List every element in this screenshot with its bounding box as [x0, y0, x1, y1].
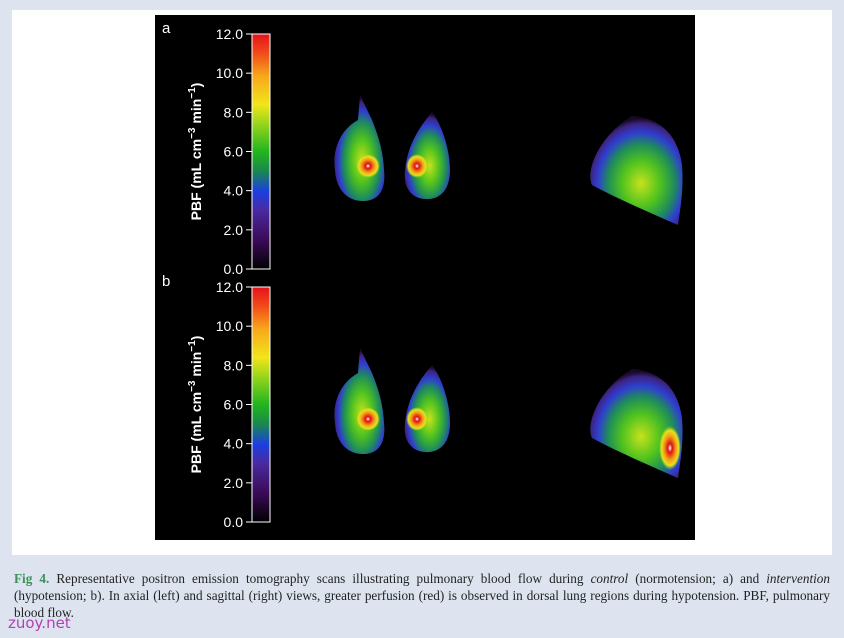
- caption-text: (hypotension; b). In axial (left) and sa…: [14, 588, 830, 620]
- label-text: PBF (mL cm: [188, 139, 204, 220]
- label-text: ): [188, 83, 204, 88]
- perfusion-hotspot: [406, 154, 428, 178]
- image-bg: [155, 15, 695, 540]
- colorbar-tick-label: 6.0: [224, 144, 244, 160]
- colorbar-tick-label: 4.0: [224, 436, 244, 452]
- label-sup: −1: [187, 340, 198, 352]
- colorbar-tick-label: 8.0: [224, 357, 244, 373]
- colorbar-tick-label: 8.0: [224, 104, 244, 120]
- label-sup: −3: [187, 380, 198, 392]
- colorbar-label: PBF (mL cm−3 min−1): [187, 336, 204, 474]
- colorbar: [251, 286, 271, 523]
- label-sup: −1: [187, 87, 198, 99]
- panel: b 12.0 10.0 8.0 6.0 4.0 2.0 0.0 PBF (mL cm−3 min…: [162, 273, 683, 530]
- label-text: ): [188, 336, 204, 341]
- colorbar-tick-label: 10.0: [216, 65, 243, 81]
- colorbar-tick-label: 4.0: [224, 183, 244, 199]
- caption: Fig 4. Representative positron emission …: [14, 570, 830, 621]
- colorbar-tick-label: 12.0: [216, 279, 243, 295]
- panel-label: a: [162, 20, 171, 37]
- panel: a 12.0 10.0 8.0 6.0 4.0 2.0 0.0 PBF (mL cm−3 min…: [162, 20, 683, 277]
- colorbar-tick-label: 10.0: [216, 318, 243, 334]
- caption-emphasis: intervention: [766, 571, 830, 586]
- panel-label: b: [162, 273, 170, 290]
- label-text: min: [188, 352, 204, 381]
- label-text: min: [188, 99, 204, 128]
- caption-lead: Fig 4.: [14, 571, 50, 586]
- colorbar-tick-label: 2.0: [224, 222, 244, 238]
- colorbar-tick-label: 0.0: [224, 261, 244, 277]
- colorbar-tick-label: 2.0: [224, 475, 244, 491]
- colorbar-tick-label: 12.0: [216, 26, 243, 42]
- caption-text: Representative positron emission tomogra…: [49, 571, 591, 586]
- lung-scan: [590, 116, 683, 225]
- label-text: PBF (mL cm: [188, 392, 204, 473]
- perfusion-hotspot: [406, 407, 428, 431]
- colorbar-label: PBF (mL cm−3 min−1): [187, 83, 204, 221]
- colorbar-tick-label: 6.0: [224, 397, 244, 413]
- perfusion-hotspot: [659, 426, 681, 470]
- colorbar-tick-label: 0.0: [224, 514, 244, 530]
- label-sup: −3: [187, 127, 198, 139]
- perfusion-hotspot: [356, 154, 380, 178]
- caption-text: (normotension; a) and: [628, 571, 767, 586]
- watermark: zuoy.net: [8, 614, 71, 632]
- caption-emphasis: control: [590, 571, 629, 586]
- colorbar: [251, 33, 271, 270]
- perfusion-hotspot: [356, 407, 380, 431]
